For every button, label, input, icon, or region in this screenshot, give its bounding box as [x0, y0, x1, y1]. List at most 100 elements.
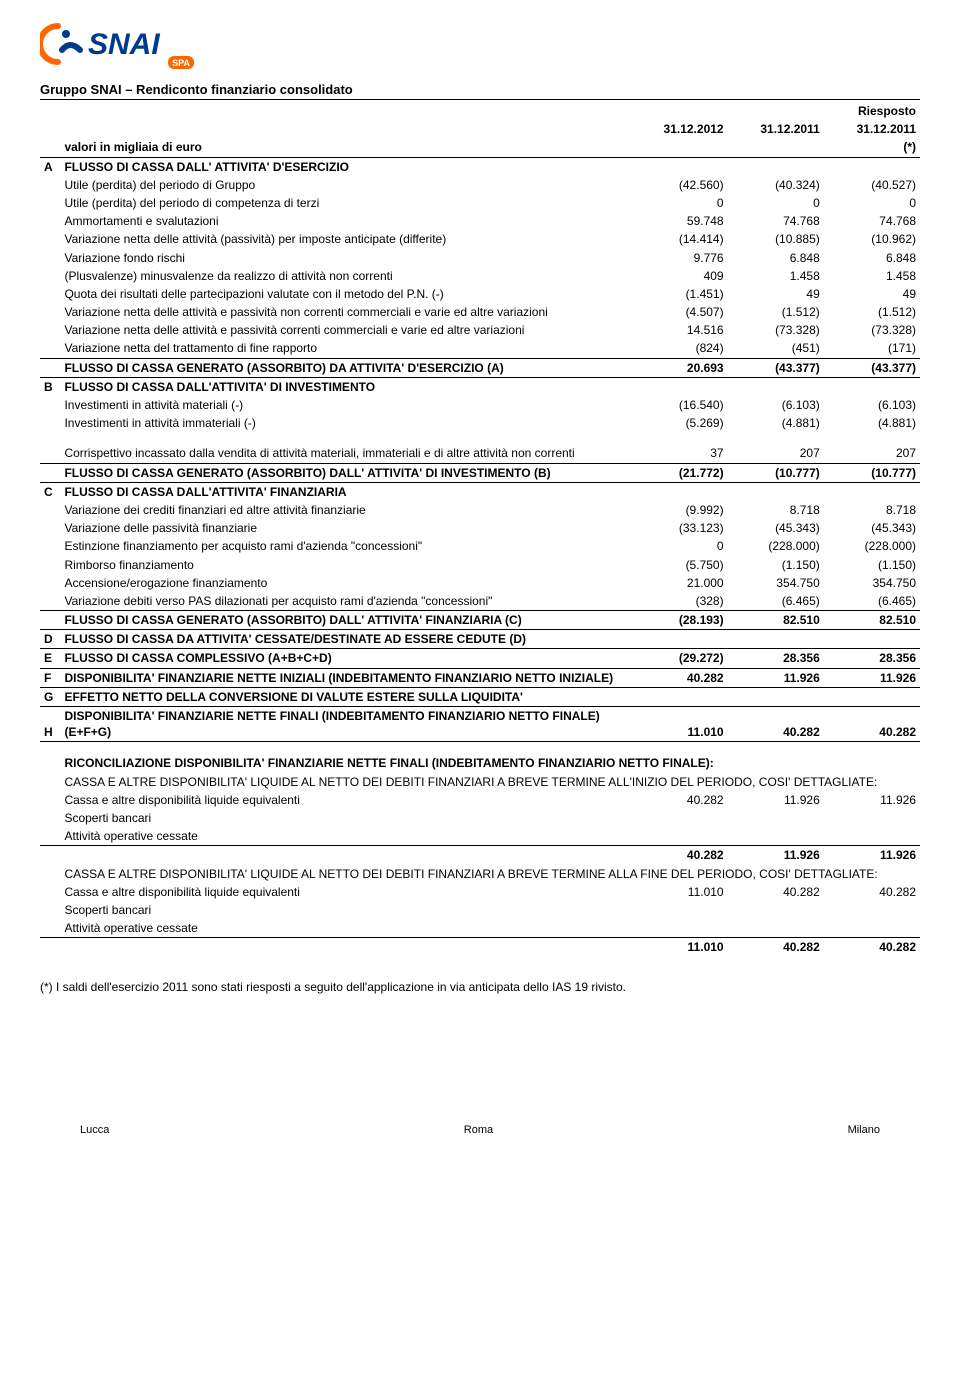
row-letter: [40, 414, 60, 432]
row-value: 82.510: [728, 611, 824, 630]
row-value: [631, 901, 727, 919]
row-letter: [40, 176, 60, 194]
row-value: (73.328): [824, 321, 920, 339]
footer-left: Lucca: [80, 1124, 109, 1136]
row-value: (451): [728, 339, 824, 358]
row-label: FLUSSO DI CASSA DALL' ATTIVITA' D'ESERCI…: [60, 157, 631, 176]
company-logo: SNAI SPA: [40, 20, 920, 70]
row-value: [824, 827, 920, 846]
table-row: CASSA E ALTRE DISPONIBILITA' LIQUIDE AL …: [40, 773, 920, 791]
row-value: (4.507): [631, 303, 727, 321]
row-letter: [40, 339, 60, 358]
row-value: (1.512): [824, 303, 920, 321]
row-value: [728, 377, 824, 396]
col2-header: 31.12.2011: [728, 120, 824, 138]
row-value: 11.926: [728, 846, 824, 865]
row-value: [824, 157, 920, 176]
row-value: (9.992): [631, 501, 727, 519]
row-value: (5.269): [631, 414, 727, 432]
row-value: [631, 919, 727, 938]
row-value: 354.750: [728, 574, 824, 592]
row-letter: [40, 321, 60, 339]
table-row: Attività operative cessate: [40, 919, 920, 938]
row-value: (10.777): [728, 463, 824, 482]
table-row: Attività operative cessate: [40, 827, 920, 846]
footer-center: Roma: [464, 1124, 493, 1136]
table-row: Variazione dei crediti finanziari ed alt…: [40, 501, 920, 519]
col3-header-mid: 31.12.2011: [824, 120, 920, 138]
table-row: Variazione netta delle attività e passiv…: [40, 303, 920, 321]
row-label: Investimenti in attività immateriali (-): [60, 414, 631, 432]
row-value: [728, 630, 824, 649]
row-letter: [40, 901, 60, 919]
row-label: Cassa e altre disponibilità liquide equi…: [60, 883, 631, 901]
row-value: (14.414): [631, 230, 727, 248]
row-value: (10.777): [824, 463, 920, 482]
row-value: [631, 809, 727, 827]
row-value: (40.324): [728, 176, 824, 194]
row-value: 14.516: [631, 321, 727, 339]
row-label: RICONCILIAZIONE DISPONIBILITA' FINANZIAR…: [60, 754, 920, 772]
row-letter: [40, 249, 60, 267]
row-letter: [40, 846, 60, 865]
row-label: Variazione netta delle attività (passivi…: [60, 230, 631, 248]
table-row: Variazione netta del trattamento di fine…: [40, 339, 920, 358]
table-row: Scoperti bancari: [40, 809, 920, 827]
table-row: FLUSSO DI CASSA GENERATO (ASSORBITO) DA …: [40, 358, 920, 377]
table-row: FLUSSO DI CASSA GENERATO (ASSORBITO) DAL…: [40, 611, 920, 630]
row-value: (73.328): [728, 321, 824, 339]
table-row: Estinzione finanziamento per acquisto ra…: [40, 537, 920, 555]
row-value: 11.010: [631, 707, 727, 742]
row-label: Variazione netta del trattamento di fine…: [60, 339, 631, 358]
row-letter: [40, 592, 60, 611]
row-value: 59.748: [631, 212, 727, 230]
document-title: Gruppo SNAI – Rendiconto finanziario con…: [40, 82, 920, 100]
table-row: 40.28211.92611.926: [40, 846, 920, 865]
row-value: 11.926: [824, 791, 920, 809]
row-value: [728, 827, 824, 846]
row-letter: [40, 938, 60, 957]
row-label: [60, 938, 631, 957]
row-value: 0: [631, 194, 727, 212]
row-letter: [40, 519, 60, 537]
row-letter: [40, 919, 60, 938]
row-letter: [40, 611, 60, 630]
row-label: Variazione delle passività finanziarie: [60, 519, 631, 537]
table-row: Variazione delle passività finanziarie(3…: [40, 519, 920, 537]
row-label: Utile (perdita) del periodo di Gruppo: [60, 176, 631, 194]
table-row: HDISPONIBILITA' FINANZIARIE NETTE FINALI…: [40, 707, 920, 742]
row-letter: [40, 463, 60, 482]
table-row: GEFFETTO NETTO DELLA CONVERSIONE DI VALU…: [40, 687, 920, 706]
row-value: [631, 827, 727, 846]
row-letter: [40, 865, 60, 883]
row-value: (6.103): [728, 396, 824, 414]
row-label: [60, 846, 631, 865]
row-label: CASSA E ALTRE DISPONIBILITA' LIQUIDE AL …: [60, 865, 920, 883]
row-value: (42.560): [631, 176, 727, 194]
row-value: [824, 919, 920, 938]
col1-header: 31.12.2012: [631, 120, 727, 138]
row-value: [728, 157, 824, 176]
row-value: 20.693: [631, 358, 727, 377]
row-label: Variazione netta delle attività e passiv…: [60, 321, 631, 339]
row-value: (824): [631, 339, 727, 358]
row-label: FLUSSO DI CASSA GENERATO (ASSORBITO) DAL…: [60, 463, 631, 482]
row-value: (228.000): [824, 537, 920, 555]
table-row: Ammortamenti e svalutazioni59.74874.7687…: [40, 212, 920, 230]
row-value: [631, 687, 727, 706]
row-value: 0: [824, 194, 920, 212]
row-value: (5.750): [631, 556, 727, 574]
row-letter: [40, 791, 60, 809]
row-value: (6.465): [824, 592, 920, 611]
row-value: 207: [824, 444, 920, 463]
row-value: 0: [631, 537, 727, 555]
row-letter: [40, 230, 60, 248]
row-label: FLUSSO DI CASSA DALL'ATTIVITA' FINANZIAR…: [60, 482, 631, 501]
table-row: Variazione fondo rischi9.7766.8486.848: [40, 249, 920, 267]
row-value: 6.848: [728, 249, 824, 267]
row-letter: E: [40, 649, 60, 668]
row-value: (45.343): [728, 519, 824, 537]
row-letter: [40, 212, 60, 230]
row-value: 8.718: [728, 501, 824, 519]
row-value: [631, 482, 727, 501]
